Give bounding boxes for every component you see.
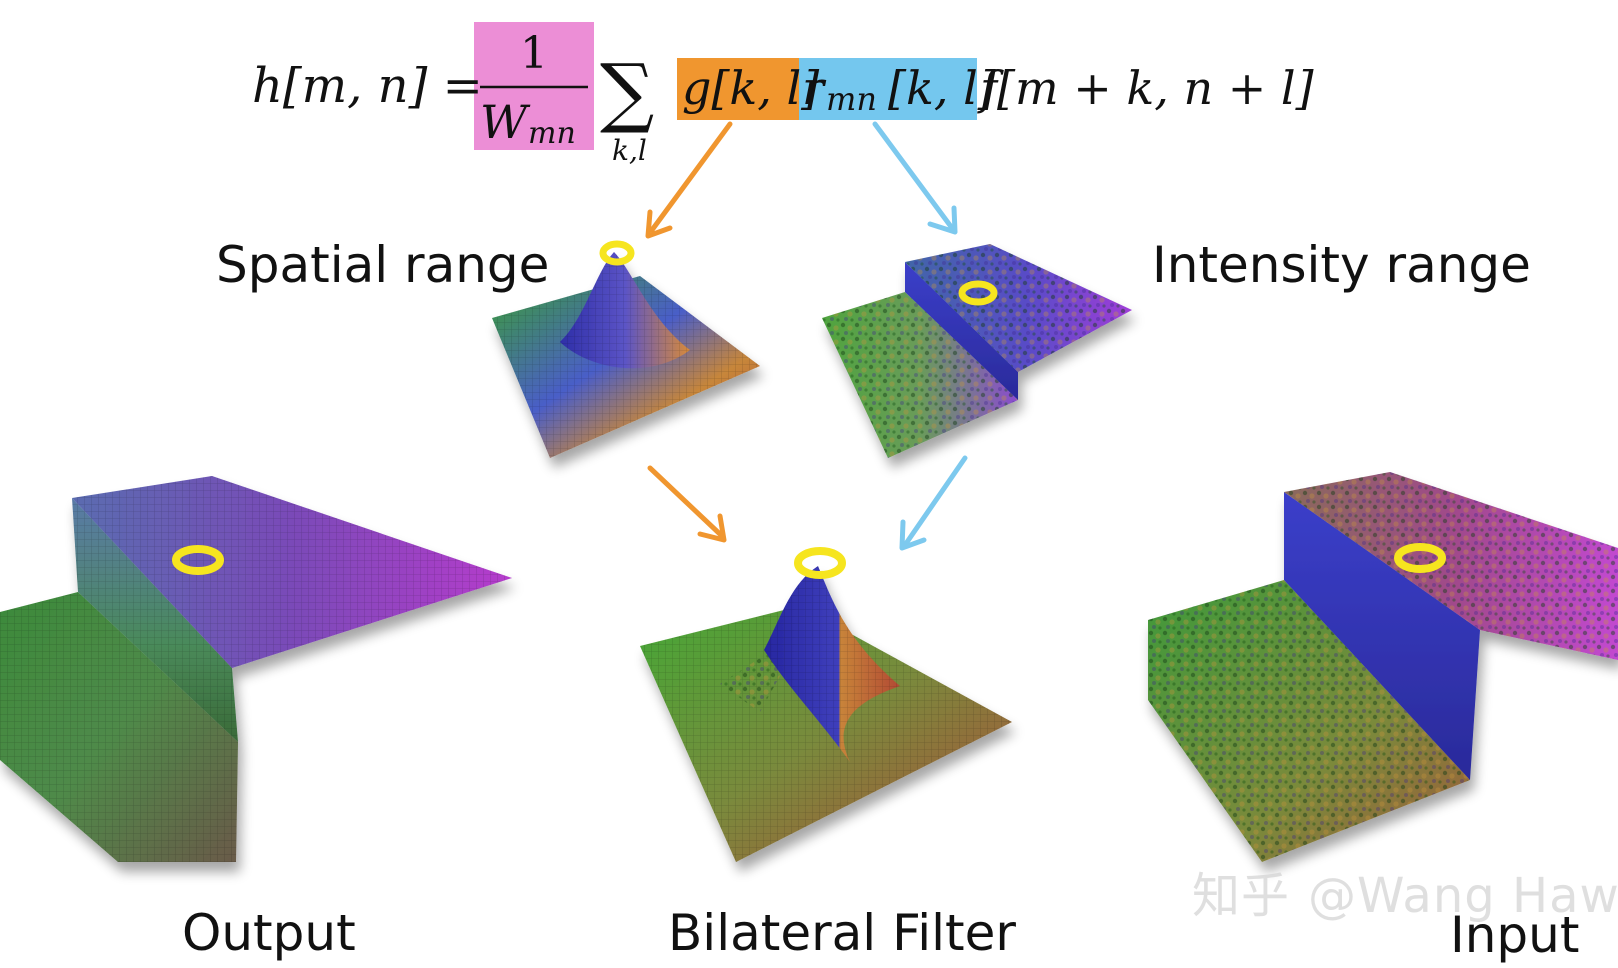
yellow-ring-icon-output	[172, 545, 224, 575]
formula: h[m, n] = 1 W mn ∑ k,l g[k, l] r mn [k, …	[252, 28, 1314, 167]
yellow-ring-icon-spatial	[599, 240, 635, 266]
input-label: Input	[1450, 906, 1580, 964]
output-label: Output	[182, 904, 356, 962]
range-term-sub: mn	[826, 80, 877, 118]
bilateral-filter-label: Bilateral Filter	[668, 904, 1016, 962]
fraction-denominator-sub: mn	[528, 116, 576, 151]
yellow-ring-icon-bilateral	[794, 547, 846, 579]
arrow-icon-spatial-to-bilateral	[647, 465, 727, 543]
yellow-ring-icon-intensity	[958, 280, 998, 306]
watermark: 知乎 @Wang Haw	[1192, 872, 1618, 920]
range-term-args: [k, l]	[888, 61, 996, 115]
spatial-gaussian-surface	[492, 252, 760, 458]
input-term: f[m + k, n + l]	[977, 61, 1314, 115]
range-term-main: r	[802, 61, 827, 115]
formula-lhs: h[m, n] =	[252, 58, 483, 114]
sum-subscript: k,l	[612, 134, 647, 167]
arrow-icon-spatial-down	[645, 121, 733, 239]
watermark-platform: 知乎	[1192, 868, 1291, 924]
fraction-numerator: 1	[520, 28, 548, 79]
spatial-range-label: Spatial range	[216, 236, 550, 294]
range-term-highlight	[799, 58, 977, 120]
yellow-ring-icon-input	[1394, 543, 1446, 573]
fraction-denominator: W	[480, 95, 531, 149]
arrow-icon-range-to-bilateral	[899, 455, 968, 551]
output-surface	[0, 476, 512, 862]
input-surface	[1148, 472, 1618, 862]
arrow-icon-range-down	[872, 121, 958, 235]
intensity-range-label: Intensity range	[1152, 236, 1531, 294]
spatial-term: g[k, l]	[682, 61, 819, 115]
spatial-term-highlight	[677, 58, 799, 120]
bilateral-kernel-surface	[640, 566, 1012, 862]
sum-symbol: ∑	[600, 47, 654, 136]
watermark-author: @Wang Haw	[1308, 868, 1618, 924]
intensity-step-surface	[822, 244, 1132, 458]
